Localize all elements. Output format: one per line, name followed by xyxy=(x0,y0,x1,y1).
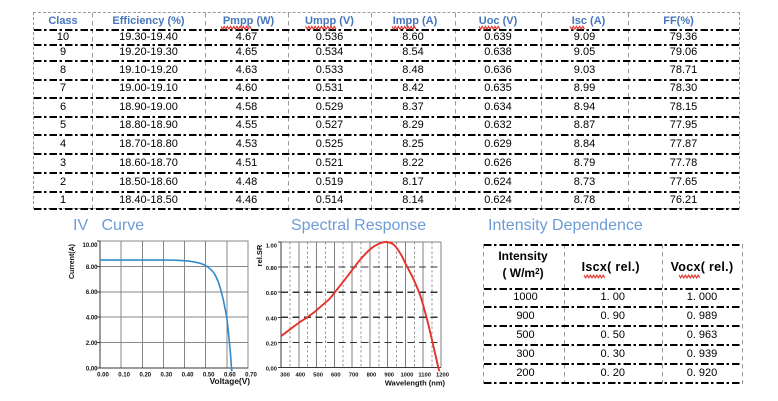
svg-text:1200: 1200 xyxy=(436,373,449,379)
svg-text:600: 600 xyxy=(331,373,341,379)
svg-text:6.00: 6.00 xyxy=(86,290,98,296)
svg-text:1.00: 1.00 xyxy=(266,244,277,250)
svg-text:Voltage(V): Voltage(V) xyxy=(210,376,251,386)
svg-text:900: 900 xyxy=(384,373,394,379)
svg-text:rel.SR: rel.SR xyxy=(255,244,264,266)
svg-text:1100: 1100 xyxy=(418,373,431,379)
svg-text:500: 500 xyxy=(313,373,323,379)
svg-text:0.40: 0.40 xyxy=(182,373,194,379)
svg-text:0,00: 0,00 xyxy=(86,366,98,372)
svg-text:0.70: 0.70 xyxy=(245,373,257,379)
svg-text:0.50: 0.50 xyxy=(203,373,215,379)
svg-text:4.00: 4.00 xyxy=(86,316,98,322)
svg-text:0.80: 0.80 xyxy=(266,266,277,272)
svg-text:0.20: 0.20 xyxy=(266,341,277,347)
svg-text:400: 400 xyxy=(295,373,305,379)
svg-text:1000: 1000 xyxy=(400,373,413,379)
svg-text:Current(A): Current(A) xyxy=(69,244,76,279)
svg-text:0.10: 0.10 xyxy=(118,373,130,379)
svg-text:800: 800 xyxy=(367,373,377,379)
svg-text:2.00: 2.00 xyxy=(86,341,98,347)
svg-text:0.60: 0.60 xyxy=(266,291,277,297)
svg-text:300: 300 xyxy=(280,373,290,379)
svg-text:0.40: 0.40 xyxy=(266,316,277,322)
svg-text:0,00: 0,00 xyxy=(266,367,277,373)
svg-text:0.30: 0.30 xyxy=(161,373,173,379)
svg-text:8.00: 8.00 xyxy=(86,265,98,271)
svg-text:700: 700 xyxy=(349,373,359,379)
svg-text:0.00: 0.00 xyxy=(97,373,109,379)
svg-text:10.00: 10.00 xyxy=(82,243,98,249)
svg-text:Wavelength (nm): Wavelength (nm) xyxy=(385,379,446,388)
svg-text:0.20: 0.20 xyxy=(139,373,151,379)
svg-text:0.60: 0.60 xyxy=(224,373,236,379)
